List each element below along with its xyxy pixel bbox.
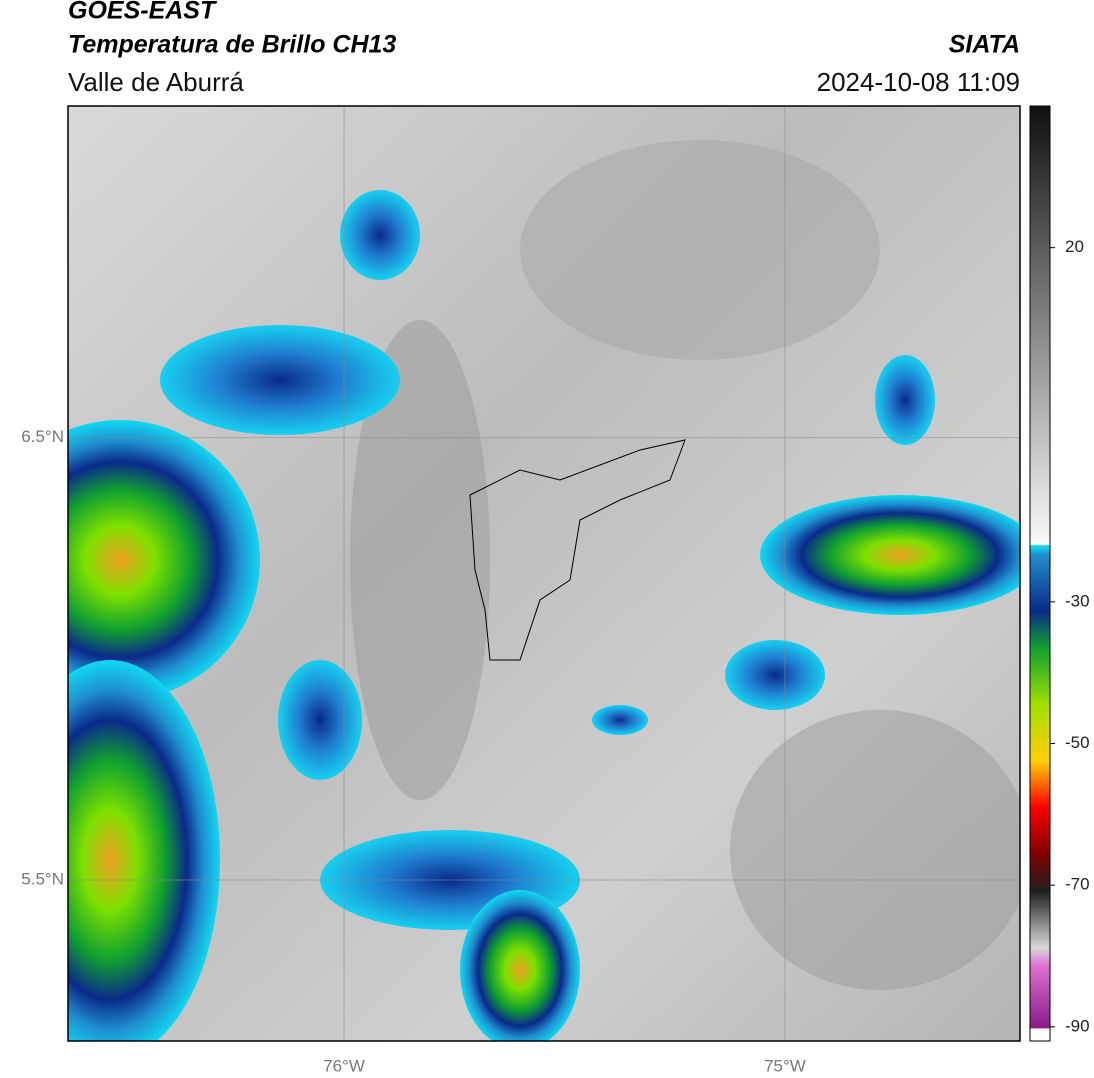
lon-label: 76°W [323,1056,365,1075]
colorbar [1029,105,1051,1042]
colorbar-tick-label: -50 [1065,733,1090,752]
satellite-image [68,106,1020,1041]
colorbar-tick-label: -30 [1065,591,1090,610]
colorbar-tick-label: -90 [1065,1016,1090,1035]
lat-label: 6.5°N [21,427,64,446]
source: SIATA [949,31,1020,59]
region: Valle de Aburrá [68,67,244,97]
lon-label: 75°W [764,1056,806,1075]
title: GOES-EAST [68,0,218,25]
subtitle: Temperatura de Brillo CH13 [68,31,396,59]
map-frame [67,105,1021,1042]
valley-outline [469,439,686,661]
colorbar-tick-label: -70 [1065,875,1090,894]
colorbar-tick-label: 20 [1065,237,1084,256]
lat-label: 5.5°N [21,869,64,888]
datetime: 2024-10-08 11:09 [817,67,1020,97]
